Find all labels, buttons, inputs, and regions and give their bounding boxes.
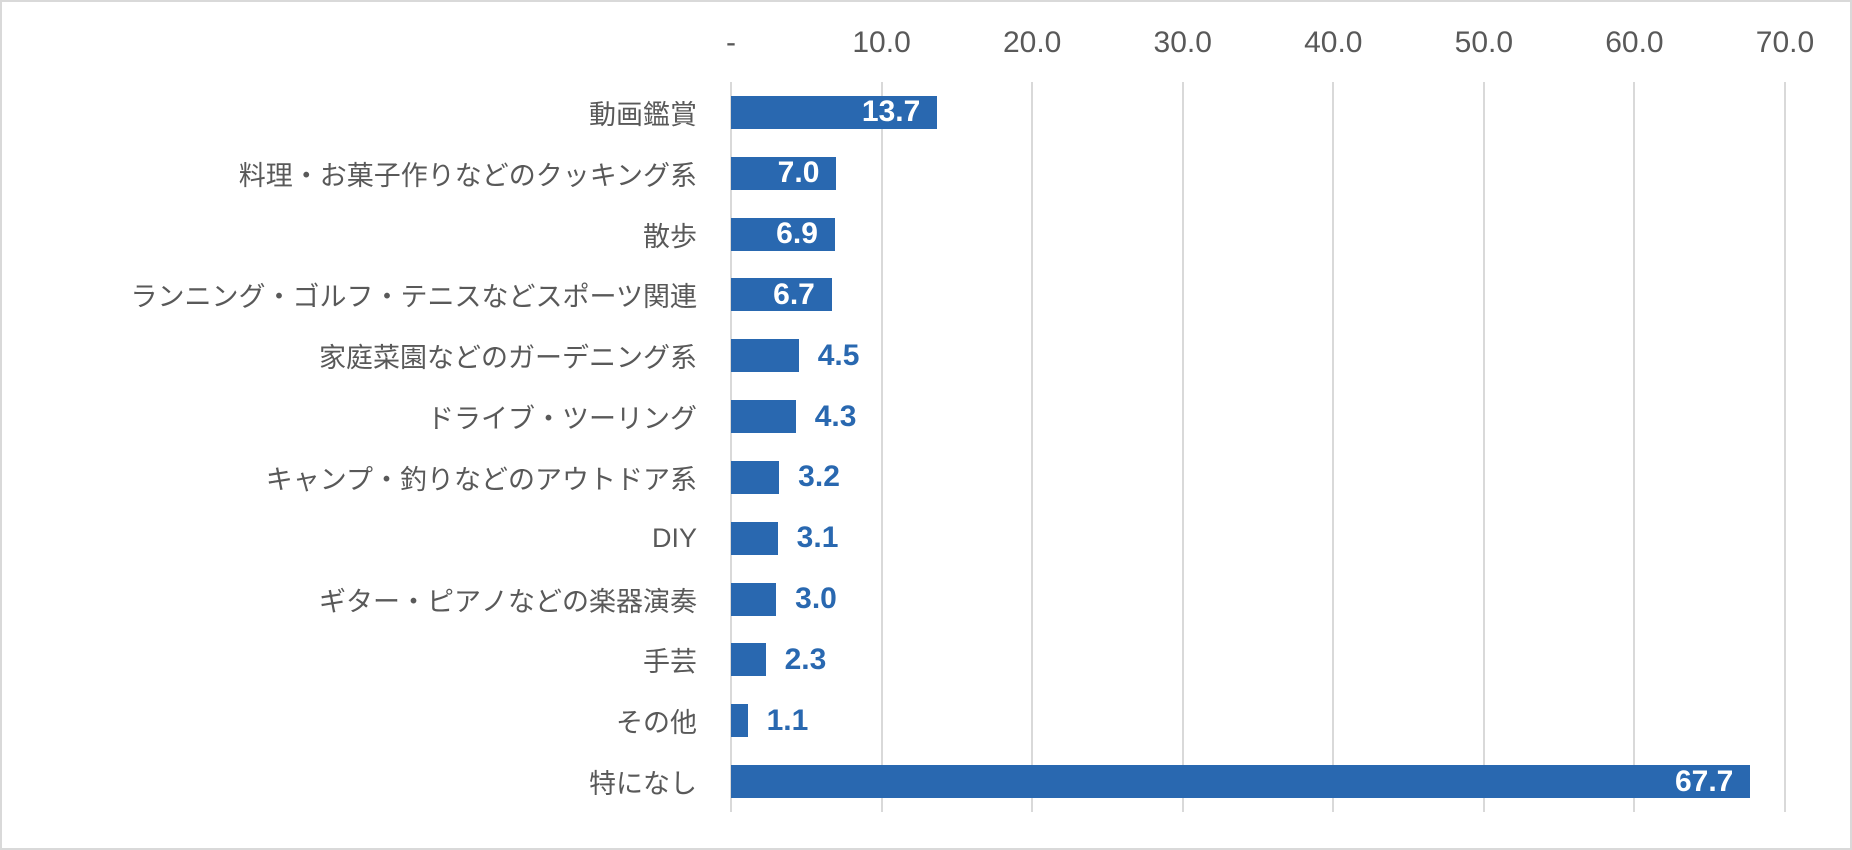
bar: [731, 460, 780, 494]
bar-row: 3.1: [731, 508, 1785, 569]
plot-area: 13.7 7.0 6.9 6.7 4.5 4.3 3.2 3.1 3.0 2.3 1.1 67.7: [730, 82, 1786, 812]
value-label: 7.0: [777, 156, 820, 190]
gridline: [1332, 82, 1335, 812]
gridlines: [730, 82, 1786, 812]
category-label: 手芸: [643, 647, 697, 678]
x-tick-label: 60.0: [1605, 26, 1664, 59]
value-label: 2.3: [784, 642, 827, 676]
category-label: その他: [616, 708, 697, 739]
category-label: 特になし: [589, 769, 697, 800]
value-label: 6.9: [776, 217, 818, 251]
category-label: ランニング・ゴルフ・テニスなどスポーツ関連: [130, 282, 697, 313]
bar-row: 6.9: [731, 204, 1785, 265]
value-label: 3.0: [795, 582, 837, 616]
value-label: 1.1: [766, 703, 809, 737]
bar-rows: 13.7 7.0 6.9 6.7 4.5 4.3 3.2 3.1 3.0 2.3 1.1 67.7: [731, 82, 1785, 812]
bar-row: 1.1: [731, 690, 1785, 751]
x-tick-label: 30.0: [1153, 26, 1212, 59]
category-labels: 動画鑑賞料理・お菓子作りなどのクッキング系散歩ランニング・ゴルフ・テニスなどスポ…: [2, 82, 697, 812]
bar-row: 4.3: [731, 386, 1785, 447]
bar-row: 13.7: [731, 82, 1785, 143]
category-label: 動画鑑賞: [589, 99, 697, 130]
category-label: ドライブ・ツーリング: [427, 404, 697, 435]
x-tick-label: 70.0: [1755, 26, 1815, 59]
value-label: 4.3: [814, 399, 857, 433]
bar-row: 6.7: [731, 264, 1785, 325]
bar: [731, 217, 835, 251]
gridline: [1482, 82, 1485, 812]
category-label: DIY: [651, 522, 697, 553]
gridline: [1031, 82, 1034, 812]
bar: [731, 643, 766, 677]
value-label: 4.5: [817, 338, 860, 372]
category-label: 家庭菜園などのガーデニング系: [319, 343, 697, 374]
category-label: 料理・お菓子作りなどのクッキング系: [238, 160, 697, 191]
x-axis: - 10.0 20.0 30.0 40.0 50.0 60.0 70.0: [726, 22, 1814, 64]
x-tick-label: 50.0: [1454, 26, 1514, 59]
bar: [731, 704, 748, 738]
x-tick-label: 20.0: [1002, 26, 1062, 59]
category-label: ギター・ピアノなどの楽器演奏: [319, 586, 697, 617]
gridline: [880, 82, 883, 812]
gridline: [1181, 82, 1184, 812]
bar-row: 3.2: [731, 447, 1785, 508]
bar-row: 2.3: [731, 629, 1785, 690]
value-label: 13.7: [861, 95, 921, 129]
value-label: 6.7: [773, 277, 815, 311]
bar-row: 67.7: [731, 751, 1785, 812]
bar: [731, 400, 796, 434]
bar: [731, 339, 799, 373]
bar: [731, 521, 778, 555]
category-label: キャンプ・釣りなどのアウトドア系: [265, 464, 697, 495]
bar: [731, 582, 777, 616]
bar: [731, 765, 1751, 799]
category-label: 散歩: [643, 221, 697, 252]
gridline: [730, 82, 732, 812]
bar: [731, 95, 938, 129]
gridline: [1633, 82, 1636, 812]
bar-row: 4.5: [731, 325, 1785, 386]
bar: [731, 278, 832, 312]
value-label: 3.2: [798, 460, 840, 494]
value-label: 67.7: [1674, 764, 1734, 798]
bar-row: 3.0: [731, 569, 1785, 630]
x-tick-label: 40.0: [1304, 26, 1363, 59]
bar-row: 7.0: [731, 143, 1785, 204]
bar: [731, 156, 837, 190]
x-tick-label: 10.0: [852, 26, 911, 59]
value-label: 3.1: [796, 521, 839, 555]
x-tick-label: -: [726, 26, 736, 59]
gridline: [1784, 82, 1786, 812]
